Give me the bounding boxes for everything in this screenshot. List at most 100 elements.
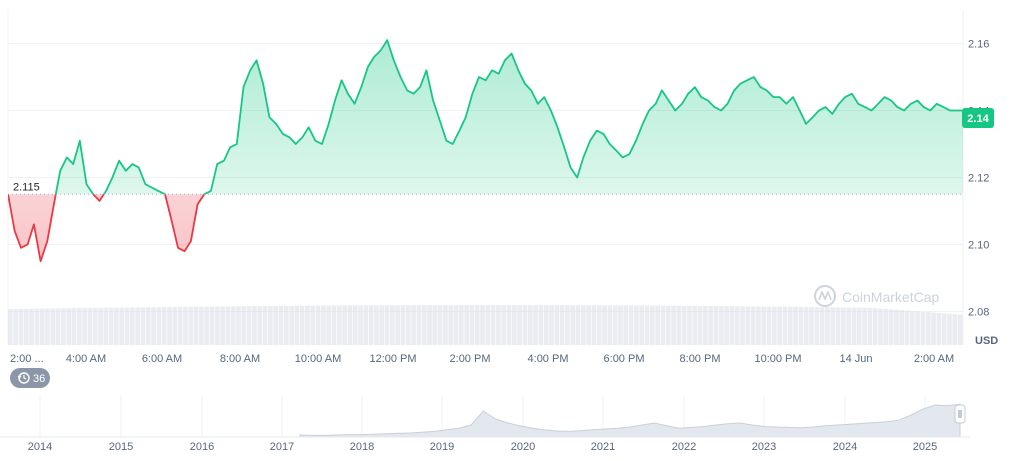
- volume-bar: [501, 305, 507, 345]
- volume-bar: [756, 306, 761, 345]
- range-selector[interactable]: 2014 2015 2016 2017 2018 2019 2020 2021 2022 2023…: [0, 393, 970, 453]
- volume-bar: [443, 305, 448, 345]
- volume-bar: [82, 308, 87, 345]
- volume-bar: [554, 305, 560, 345]
- volume-bar: [114, 307, 119, 345]
- volume-bar: [305, 305, 310, 345]
- range-year-label: 2024: [833, 441, 857, 453]
- volume-bar: [374, 305, 379, 345]
- range-year-label: 2016: [190, 441, 214, 453]
- volume-bar: [957, 314, 963, 345]
- x-tick-label: 12:00 PM: [369, 353, 416, 365]
- volume-bar: [777, 306, 783, 345]
- volume-bar: [326, 305, 332, 345]
- volume-bar: [713, 306, 719, 345]
- volume-bar: [506, 305, 512, 345]
- volume-bar: [23, 308, 29, 345]
- volume-bar: [45, 308, 50, 345]
- y-tick-label: 2.10: [968, 240, 989, 252]
- volume-bar: [145, 307, 151, 345]
- history-badge[interactable]: 36: [10, 368, 50, 388]
- volume-bar: [692, 305, 698, 345]
- volume-bar: [745, 306, 751, 345]
- volume-bar: [708, 306, 714, 345]
- range-year-label: 2018: [350, 441, 374, 453]
- volume-bar: [936, 312, 942, 345]
- watermark: CoinMarketCap: [814, 285, 939, 307]
- volume-bar: [241, 306, 247, 345]
- volume-bar: [665, 305, 671, 345]
- volume-bar: [681, 305, 687, 345]
- volume-bar: [336, 305, 342, 345]
- volume-bar: [782, 306, 788, 345]
- coinmarketcap-logo-icon: [814, 285, 836, 307]
- volume-bar: [289, 305, 294, 345]
- volume-bar: [50, 308, 56, 345]
- volume-bar: [512, 305, 517, 345]
- volume-bar: [830, 307, 836, 345]
- range-year-label: 2019: [430, 441, 454, 453]
- volume-bar: [538, 305, 544, 345]
- range-selector-history: [299, 403, 961, 438]
- volume-bar: [612, 305, 618, 345]
- volume-bar: [262, 306, 268, 345]
- volume-bar: [596, 305, 602, 345]
- volume-bar: [29, 308, 34, 345]
- volume-bar: [140, 307, 146, 345]
- volume-bar: [559, 305, 565, 345]
- volume-bar: [214, 306, 220, 345]
- volume-bar: [199, 306, 204, 345]
- range-handle[interactable]: [954, 404, 966, 424]
- volume-bar: [729, 306, 735, 345]
- volume-bar: [421, 305, 427, 345]
- volume-bar: [835, 307, 841, 345]
- volume-bar: [39, 308, 45, 345]
- range-selector-years: 2014 2015 2016 2017 2018 2019 2020 2021 2022 2023…: [28, 441, 937, 453]
- volume-bar: [856, 307, 862, 345]
- volume-bar: [888, 309, 894, 345]
- volume-bar: [283, 305, 289, 345]
- volume-bar: [390, 305, 395, 345]
- x-tick-label: 2:00 AM: [914, 353, 954, 365]
- volume-bar: [581, 305, 586, 345]
- clock-history-icon: [17, 372, 30, 384]
- volume-bar: [61, 308, 66, 345]
- volume-bar: [787, 306, 793, 345]
- volume-bar: [352, 305, 358, 345]
- volume-bar: [310, 305, 316, 345]
- volume-bar: [496, 305, 501, 345]
- volume-bars: [8, 305, 963, 345]
- volume-bar: [464, 305, 469, 345]
- price-line-down: [8, 194, 207, 263]
- range-year-label: 2015: [109, 441, 133, 453]
- currency-label: USD: [975, 335, 998, 347]
- volume-bar: [649, 305, 655, 345]
- volume-bar: [931, 312, 936, 345]
- price-line-up: [8, 39, 963, 195]
- volume-bar: [623, 305, 629, 345]
- volume-bar: [98, 307, 103, 345]
- volume-bar: [607, 305, 613, 345]
- volume-bar: [867, 307, 873, 345]
- volume-bar: [490, 305, 496, 345]
- volume-bar: [925, 312, 931, 345]
- volume-bar: [809, 307, 814, 345]
- volume-bar: [384, 305, 390, 345]
- volume-bar: [819, 307, 825, 345]
- volume-bar: [448, 305, 454, 345]
- volume-bar: [480, 305, 485, 345]
- range-year-label: 2020: [511, 441, 535, 453]
- volume-bar: [655, 305, 660, 345]
- y-tick-label: 2.08: [968, 307, 989, 319]
- x-tick-label: 8:00 PM: [680, 353, 721, 365]
- history-badge-label: 36: [33, 373, 45, 385]
- volume-bar: [172, 306, 178, 345]
- volume-bar: [437, 305, 443, 345]
- range-year-label: 2021: [591, 441, 615, 453]
- volume-bar: [92, 307, 98, 345]
- volume-bar: [331, 305, 337, 345]
- volume-bar: [586, 305, 592, 345]
- volume-bar: [230, 306, 236, 345]
